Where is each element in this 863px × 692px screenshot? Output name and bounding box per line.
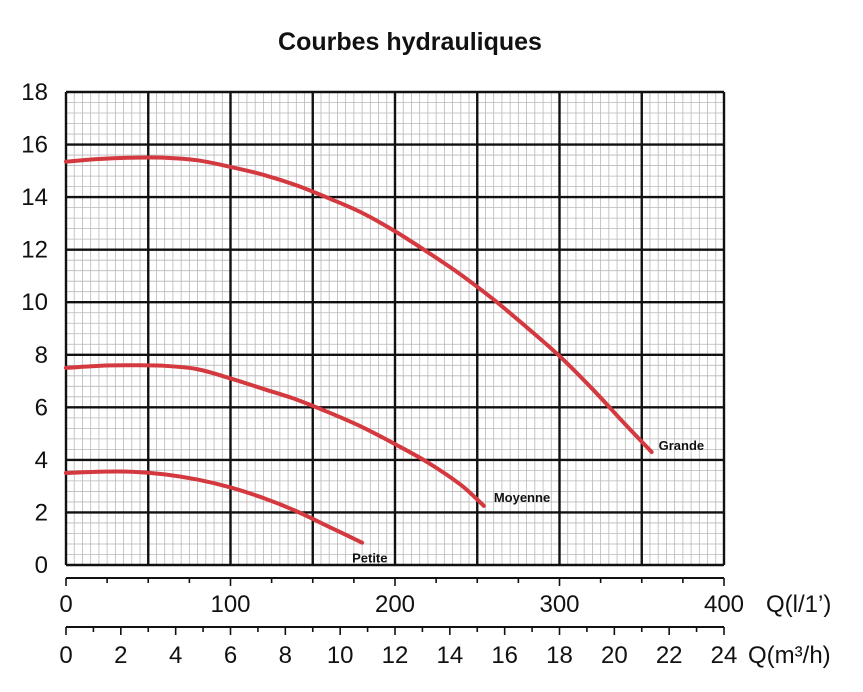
x-secondary-tick-label: 4 xyxy=(169,642,182,669)
series-layer: Grande Moyenne Petite xyxy=(64,155,705,566)
x-tick-label: 0 xyxy=(59,591,72,618)
y-tick-label: 10 xyxy=(21,289,48,316)
y-tick-label: 14 xyxy=(21,184,48,211)
series-label-moyenne: Moyenne xyxy=(494,490,550,505)
x-secondary-tick-label: 0 xyxy=(59,642,72,669)
series-label-petite: Petite xyxy=(352,551,387,566)
x-secondary-tick-label: 14 xyxy=(436,642,463,669)
x-tick-label: 400 xyxy=(704,591,744,618)
y-tick-label: 18 xyxy=(21,79,48,106)
x-axis: 0 100 200 300 400 xyxy=(59,577,744,618)
series-line-petite xyxy=(64,469,365,545)
x-secondary-tick-label: 8 xyxy=(279,642,292,669)
series-line-grande xyxy=(64,155,654,455)
y-tick-label: 12 xyxy=(21,237,48,264)
x-secondary-tick-label: 18 xyxy=(546,642,573,669)
y-tick-label: 2 xyxy=(35,499,48,526)
y-tick-label: 8 xyxy=(35,342,48,369)
y-tick-label: 4 xyxy=(35,447,48,474)
x-secondary-tick-label: 2 xyxy=(114,642,127,669)
x-secondary-tick-label: 22 xyxy=(656,642,683,669)
x-tick-label: 100 xyxy=(210,591,250,618)
x-tick-label: 300 xyxy=(539,591,579,618)
x-secondary-tick-label: 6 xyxy=(224,642,237,669)
x-secondary-tick-label: 20 xyxy=(601,642,628,669)
x-secondary-tick-label: 16 xyxy=(491,642,518,669)
series-label-grande: Grande xyxy=(659,438,705,453)
x-tick-label: 200 xyxy=(375,591,415,618)
x-secondary-tick-label: 24 xyxy=(711,642,738,669)
chart-title: Courbes hydrauliques xyxy=(278,28,542,56)
grid-major xyxy=(64,90,726,567)
x-axis-label: Q(l/1’) xyxy=(766,591,831,618)
x-axis-secondary-label: Q(m³/h) xyxy=(748,642,831,669)
x-secondary-tick-label: 10 xyxy=(327,642,354,669)
y-tick-label: 16 xyxy=(21,132,48,159)
series-line-moyenne xyxy=(64,363,486,508)
x-axis-secondary: 0 2 4 6 8 10 12 14 16 18 20 22 24 xyxy=(59,626,738,669)
y-axis: 0 2 4 6 8 10 12 14 16 18 xyxy=(21,79,48,579)
x-secondary-tick-label: 12 xyxy=(382,642,409,669)
y-tick-label: 6 xyxy=(35,394,48,421)
y-tick-label: 0 xyxy=(35,552,48,579)
